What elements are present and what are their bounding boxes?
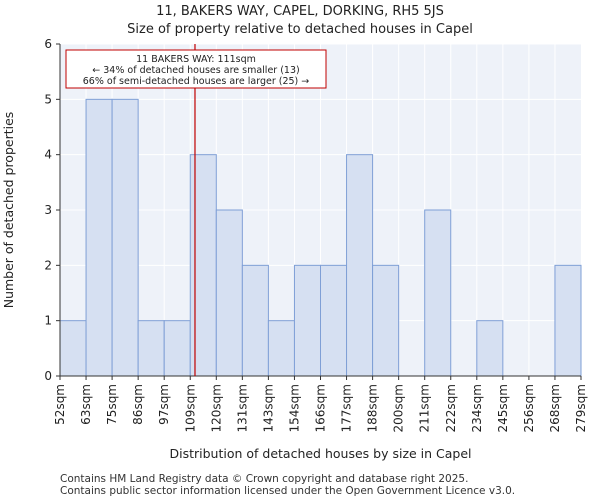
x-tick-label: 131sqm (235, 384, 249, 432)
x-tick-label: 143sqm (261, 384, 275, 432)
chart-subtitle: Size of property relative to detached ho… (127, 22, 473, 37)
x-tick-label: 234sqm (470, 384, 484, 432)
x-tick-label: 200sqm (392, 384, 406, 432)
y-tick-label: 4 (44, 148, 52, 162)
x-tick-label: 268sqm (548, 384, 562, 432)
chart-title: 11, BAKERS WAY, CAPEL, DORKING, RH5 5JS (156, 4, 444, 19)
x-tick-label: 52sqm (53, 384, 67, 425)
y-tick-label: 6 (44, 37, 52, 51)
histogram-bar (267, 320, 295, 377)
x-tick-label: 245sqm (496, 384, 510, 432)
histogram-bar (293, 264, 322, 377)
y-tick-label: 3 (44, 203, 52, 217)
x-tick-label: 154sqm (287, 384, 301, 432)
histogram-bar (346, 154, 374, 377)
histogram-bar (189, 154, 217, 377)
annotation-line-3: 66% of semi-detached houses are larger (… (83, 76, 310, 87)
annotation-box (65, 49, 327, 89)
annotation-line-2: ← 34% of detached houses are smaller (13… (92, 65, 299, 76)
attribution-line-1: Contains HM Land Registry data © Crown c… (60, 473, 469, 485)
y-tick-label: 0 (44, 369, 52, 383)
histogram-bar (424, 209, 452, 377)
y-tick-label: 1 (44, 314, 52, 328)
histogram-bar (476, 320, 504, 377)
histogram-bar (137, 320, 165, 377)
x-tick-label: 120sqm (209, 384, 223, 432)
annotation-line-1: 11 BAKERS WAY: 111sqm (136, 54, 256, 65)
histogram-bar (372, 264, 400, 377)
x-tick-label: 75sqm (105, 384, 119, 425)
y-axis-title: Number of detached properties (1, 112, 16, 309)
x-tick-label: 63sqm (79, 384, 93, 425)
x-tick-label: 222sqm (444, 384, 458, 432)
y-tick-label: 2 (44, 258, 52, 272)
histogram-bar (554, 264, 582, 377)
histogram-bar (111, 98, 139, 377)
histogram-bar (215, 209, 243, 377)
x-axis-title: Distribution of detached houses by size … (169, 446, 471, 461)
x-tick-label: 256sqm (522, 384, 536, 432)
x-tick-label: 279sqm (574, 384, 588, 432)
attribution-line-2: Contains public sector information licen… (60, 485, 516, 497)
x-tick-label: 188sqm (366, 384, 380, 432)
x-tick-label: 211sqm (418, 384, 432, 432)
histogram-chart: 0 1 2 3 4 5 6 52sqm 63sqm 75sqm 86sqm 97sqm 109sqm 12… (1, 37, 588, 461)
histogram-bar (163, 320, 191, 377)
x-tick-label: 86sqm (131, 384, 145, 425)
y-tick-label: 5 (44, 92, 52, 106)
histogram-bar (241, 264, 269, 377)
x-tick-label: 109sqm (183, 384, 197, 432)
histogram-bar (85, 98, 113, 377)
x-tick-label: 166sqm (314, 384, 328, 432)
histogram-bar (320, 264, 348, 377)
x-tick-label: 177sqm (340, 384, 354, 432)
x-tick-label: 97sqm (157, 384, 171, 425)
histogram-bar (59, 320, 87, 377)
